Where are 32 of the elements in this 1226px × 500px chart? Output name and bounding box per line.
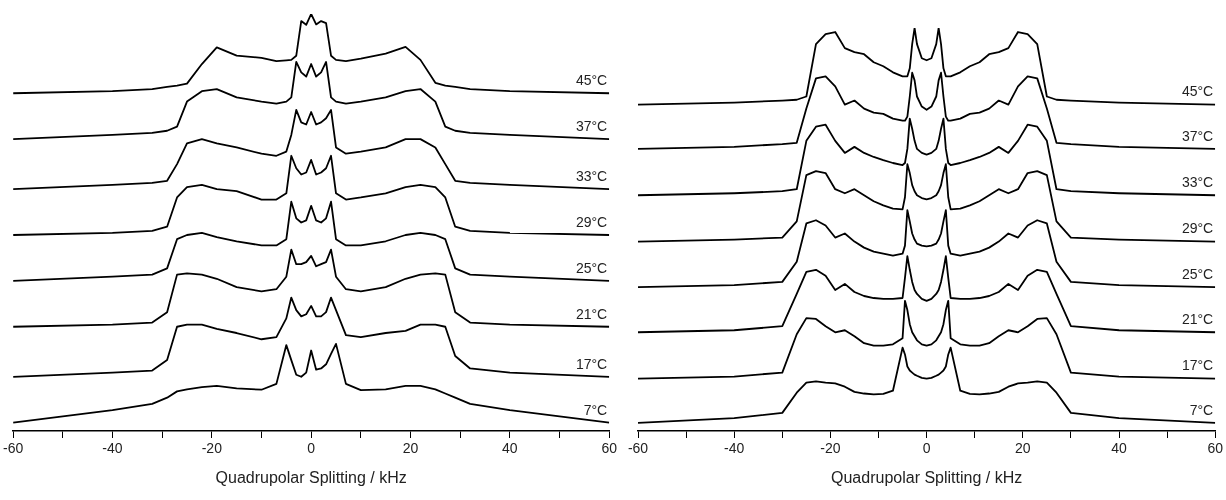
x-axis-title: Quadrupolar Splitting / kHz [831,468,1023,486]
series-label: 37°C [1181,127,1214,144]
series-label: 25°C [1181,265,1214,282]
x-tick-label: 60 [601,440,618,457]
x-tick-label: 40 [502,440,518,457]
x-tick-label: -40 [102,440,123,457]
series-label: 17°C [575,355,608,372]
series-label: 21°C [575,305,608,322]
series-label: 7°C [1189,401,1214,418]
series-label: 37°C [575,117,608,134]
series-label: 21°C [1181,311,1214,328]
series-label: 7°C [583,401,608,418]
x-tick-label: -60 [627,440,649,457]
x-tick-label: 0 [922,440,931,457]
x-tick-label: -40 [724,440,745,457]
series-label: 33°C [1181,174,1214,191]
x-tick-label: -60 [3,440,24,457]
x-tick-label: -20 [201,440,223,457]
series-label: 25°C [575,259,608,276]
x-axis-title: Quadrupolar Splitting / kHz [215,468,407,486]
series-label: 33°C [575,168,608,184]
x-tick-label: 40 [1111,440,1128,457]
series-label: 45°C [575,72,608,89]
series-label: 45°C [1181,83,1214,100]
x-tick-label: -20 [820,440,841,457]
series-label: 17°C [1181,357,1214,374]
x-tick-label: 0 [307,440,316,457]
series-label: 29°C [1181,220,1214,237]
x-tick-label: 60 [1207,440,1224,457]
x-tick-label: 20 [402,440,419,457]
x-tick-label: 20 [1015,440,1031,457]
series-label: 29°C [575,213,608,230]
